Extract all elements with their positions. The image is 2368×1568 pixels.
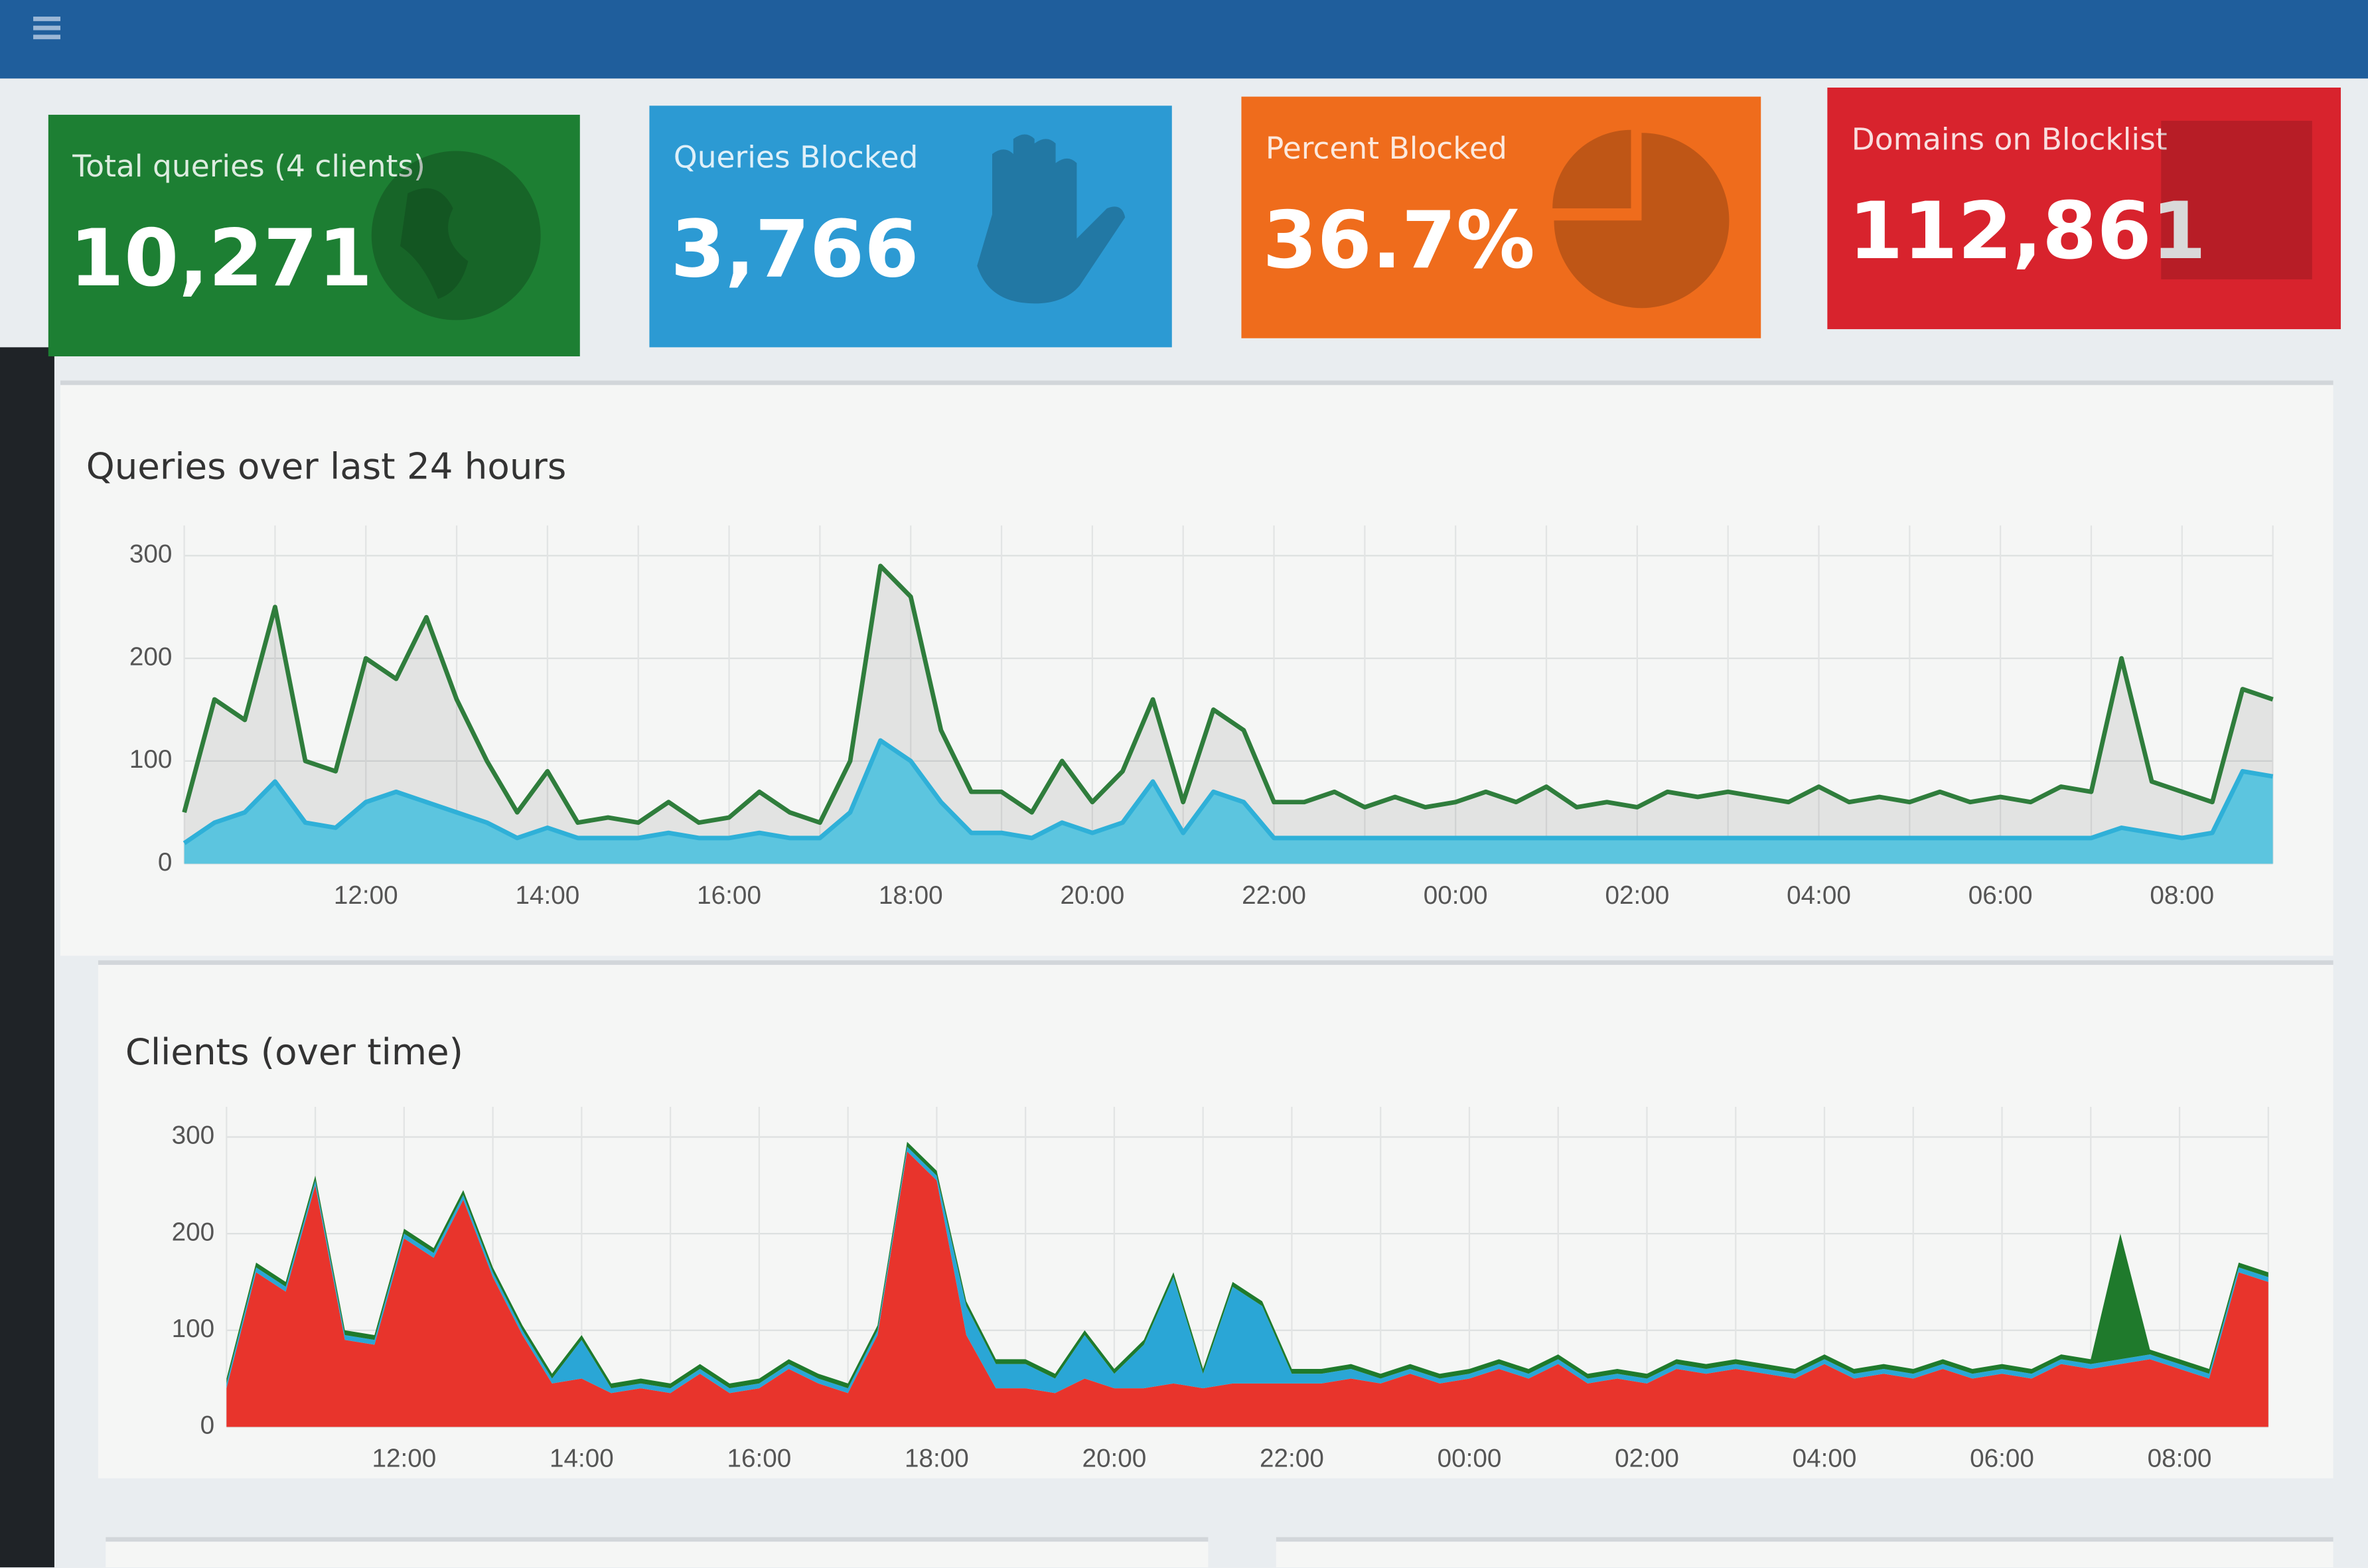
x-tick-label: 20:00 bbox=[1060, 881, 1124, 910]
y-tick-label: 0 bbox=[200, 1411, 215, 1440]
y-tick-label: 200 bbox=[172, 1218, 215, 1246]
menu-button[interactable] bbox=[31, 12, 67, 45]
x-tick-label: 22:00 bbox=[1260, 1445, 1324, 1473]
hand-icon bbox=[977, 134, 1126, 304]
x-tick-label: 12:00 bbox=[372, 1445, 436, 1473]
x-tick-label: 00:00 bbox=[1424, 881, 1488, 910]
stat-card: Queries Blocked 3,766 bbox=[649, 106, 1172, 348]
x-tick-label: 14:00 bbox=[550, 1445, 614, 1473]
panel bbox=[1276, 1537, 2333, 1567]
x-tick-label: 06:00 bbox=[1970, 1445, 2034, 1473]
y-tick-label: 100 bbox=[129, 745, 173, 774]
x-tick-label: 04:00 bbox=[1793, 1445, 1857, 1473]
x-tick-label: 18:00 bbox=[905, 1445, 969, 1473]
card-value: 112,861 bbox=[1848, 187, 2207, 278]
y-tick-label: 200 bbox=[129, 642, 173, 671]
sidebar bbox=[0, 347, 54, 1567]
chart-title: Clients (over time) bbox=[125, 1031, 463, 1074]
card-value: 36.7% bbox=[1262, 196, 1535, 287]
x-tick-label: 02:00 bbox=[1615, 1445, 1679, 1473]
x-tick-label: 14:00 bbox=[516, 881, 580, 910]
x-tick-label: 16:00 bbox=[727, 1445, 791, 1473]
chart-title: Queries over last 24 hours bbox=[86, 445, 567, 488]
card-value: 10,271 bbox=[69, 214, 373, 305]
line bbox=[183, 738, 2274, 845]
area bbox=[226, 1147, 2268, 1393]
y-tick-label: 300 bbox=[129, 540, 173, 569]
pie-icon bbox=[1552, 129, 1730, 309]
top-bar bbox=[0, 0, 2368, 79]
card-label: Percent Blocked bbox=[1265, 129, 1507, 167]
area bbox=[226, 1151, 2268, 1427]
y-tick-label: 0 bbox=[158, 848, 173, 877]
stat-card: Domains on Blocklist 112,861 bbox=[1827, 87, 2341, 330]
x-tick-label: 22:00 bbox=[1242, 881, 1306, 910]
card-label: Queries Blocked bbox=[673, 139, 919, 175]
card-value: 3,766 bbox=[670, 205, 919, 296]
stat-card: Total queries (4 clients) 10,271 bbox=[48, 114, 580, 357]
x-tick-label: 04:00 bbox=[1787, 881, 1851, 910]
x-tick-label: 20:00 bbox=[1082, 1445, 1147, 1473]
x-tick-label: 02:00 bbox=[1605, 881, 1669, 910]
x-tick-label: 08:00 bbox=[2148, 1445, 2212, 1473]
x-tick-label: 16:00 bbox=[697, 881, 761, 910]
y-tick-label: 300 bbox=[172, 1121, 215, 1150]
card-label: Total queries (4 clients) bbox=[72, 147, 425, 184]
x-tick-label: 06:00 bbox=[1968, 881, 2033, 910]
line bbox=[182, 563, 2274, 825]
panel bbox=[106, 1537, 1209, 1567]
globe-icon bbox=[371, 151, 541, 321]
card-label: Domains on Blocklist bbox=[1851, 121, 2168, 157]
x-tick-label: 18:00 bbox=[879, 881, 943, 910]
x-tick-label: 00:00 bbox=[1438, 1445, 1502, 1473]
y-tick-label: 100 bbox=[172, 1315, 215, 1343]
x-tick-label: 08:00 bbox=[2150, 881, 2214, 910]
stat-card: Percent Blocked 36.7% bbox=[1241, 96, 1761, 338]
area bbox=[184, 740, 2273, 864]
list-icon bbox=[2161, 121, 2312, 279]
x-tick-label: 12:00 bbox=[334, 881, 398, 910]
